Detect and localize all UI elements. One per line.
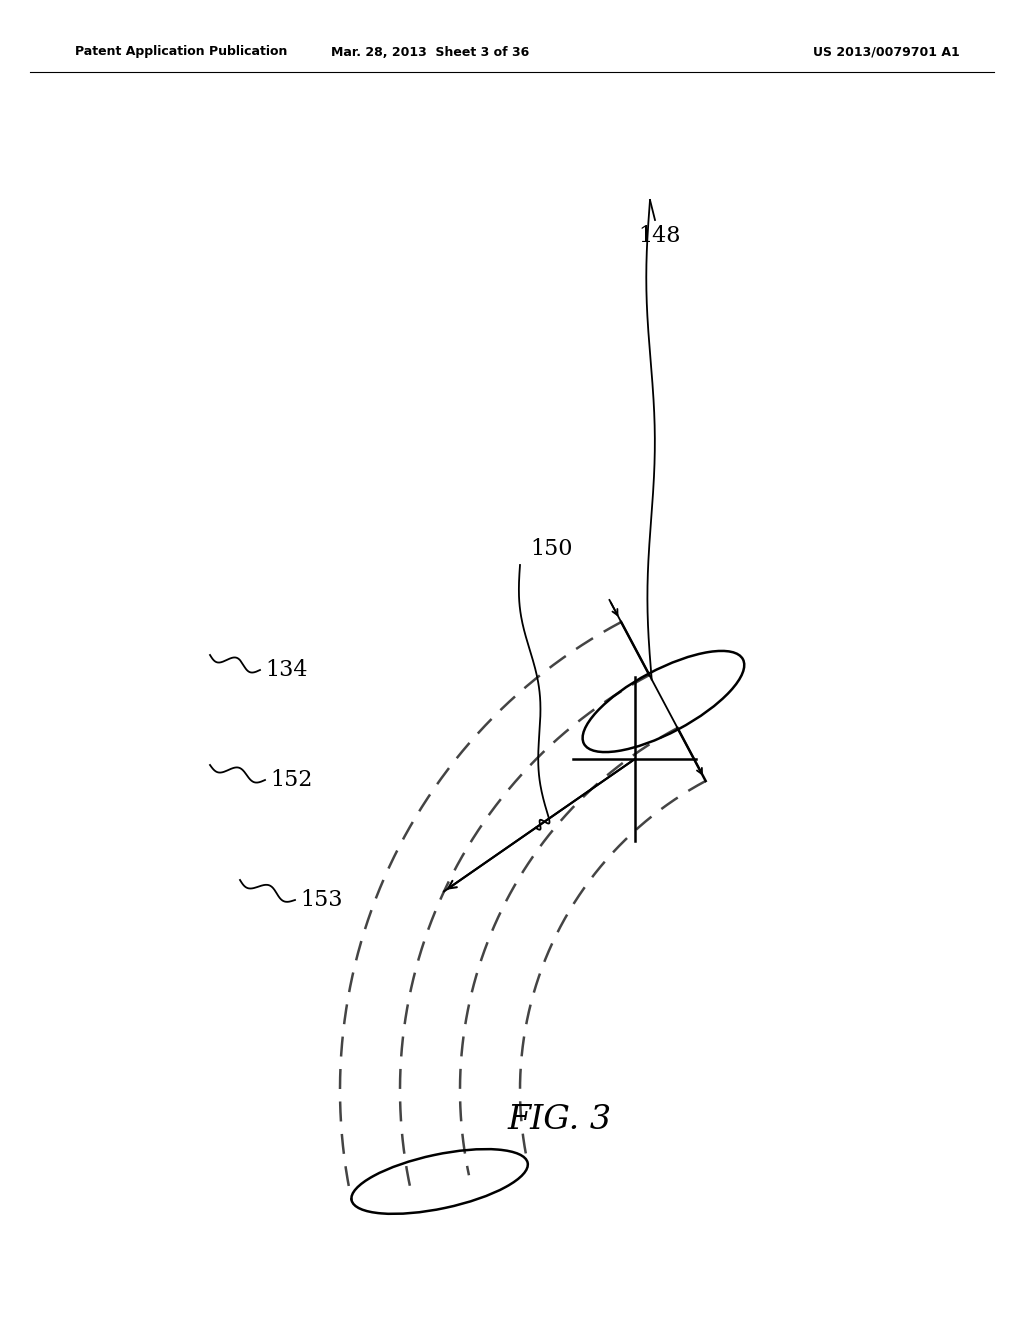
Text: 150: 150 (530, 539, 572, 560)
Text: 153: 153 (300, 888, 342, 911)
Text: 152: 152 (270, 770, 312, 791)
Text: 148: 148 (639, 224, 681, 247)
Text: 134: 134 (265, 659, 307, 681)
Text: FIG. 3: FIG. 3 (508, 1104, 612, 1137)
Text: US 2013/0079701 A1: US 2013/0079701 A1 (813, 45, 961, 58)
Text: Mar. 28, 2013  Sheet 3 of 36: Mar. 28, 2013 Sheet 3 of 36 (331, 45, 529, 58)
Text: Patent Application Publication: Patent Application Publication (75, 45, 288, 58)
